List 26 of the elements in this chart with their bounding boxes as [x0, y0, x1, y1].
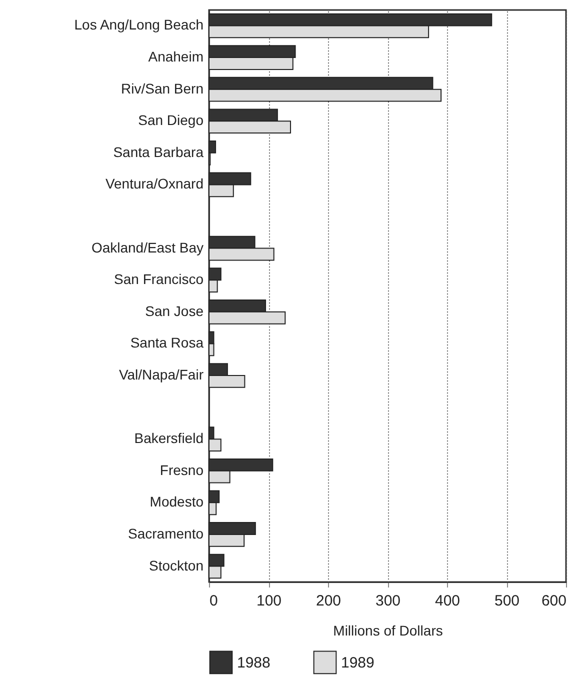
x-tick-label: 200 [316, 592, 342, 610]
y-tick-label: San Diego [138, 112, 204, 128]
y-tick-label: Sacramento [128, 525, 204, 542]
y-tick-label: Santa Barbara [113, 144, 204, 160]
y-tick-label: Ventura/Oxnard [105, 176, 204, 192]
y-tick-label: Modesto [150, 494, 204, 510]
x-axis-title: Millions of Dollars [333, 622, 443, 638]
y-tick-label: Riv/San Bern [121, 80, 204, 96]
x-tick-label: 300 [375, 592, 401, 610]
y-tick-label: Los Ang/Long Beach [74, 16, 204, 33]
x-tick-label: 600 [541, 592, 566, 610]
y-tick-label: Fresno [160, 462, 204, 478]
x-tick-label: 0 [210, 592, 218, 610]
legend-label: 1989 [341, 654, 374, 672]
y-tick-label: Santa Rosa [130, 334, 204, 351]
x-tick-label: 100 [256, 592, 282, 610]
y-tick-label: San Francisco [114, 271, 204, 288]
y-tick-label: Bakersfield [134, 430, 204, 446]
legend-label: 1988 [237, 654, 270, 672]
x-tick-label: 500 [494, 592, 520, 610]
y-tick-label: Stockton [149, 557, 204, 574]
y-tick-label: Anaheim [148, 48, 204, 65]
y-tick-label: Val/Napa/Fair [118, 366, 204, 382]
x-tick-label: 400 [434, 592, 460, 610]
y-tick-label: Oakland/East Bay [91, 239, 204, 256]
y-tick-label: San Jose [145, 302, 204, 319]
